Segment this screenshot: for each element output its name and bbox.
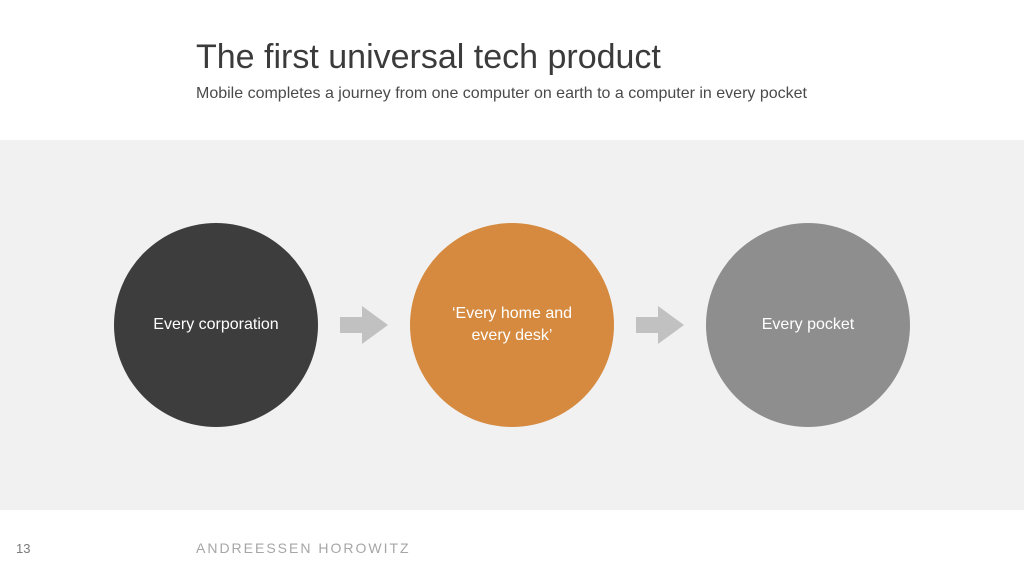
diagram-band: Every corporation ‘Every home and every …	[0, 140, 1024, 510]
brand-wordmark: ANDREESSEN HOROWITZ	[196, 540, 411, 556]
brand-strong: ANDREESSEN	[196, 540, 312, 556]
flow-node-label: Every pocket	[762, 314, 854, 336]
flow-node-pocket: Every pocket	[706, 223, 910, 427]
slide-title: The first universal tech product	[196, 38, 964, 77]
flow-node-home-desk: ‘Every home and every desk’	[410, 223, 614, 427]
arrow-right-icon	[340, 306, 388, 344]
arrow-right-icon	[636, 306, 684, 344]
flow-node-label: Every corporation	[153, 314, 278, 336]
flowchart: Every corporation ‘Every home and every …	[0, 140, 1024, 510]
footer: 13 ANDREESSEN HOROWITZ	[0, 532, 1024, 556]
flow-node-corporation: Every corporation	[114, 223, 318, 427]
brand-light: HOROWITZ	[318, 540, 410, 556]
flow-node-label: ‘Every home and every desk’	[434, 303, 590, 346]
header: The first universal tech product Mobile …	[196, 38, 964, 103]
slide-subtitle: Mobile completes a journey from one comp…	[196, 85, 964, 103]
page-number: 13	[16, 541, 30, 556]
